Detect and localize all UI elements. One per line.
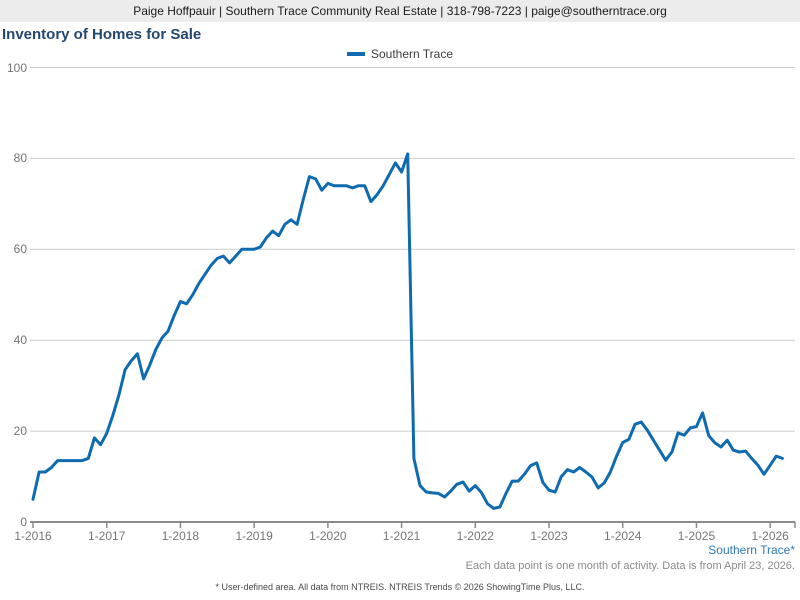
x-axis-tick-label: 1-2024 (604, 529, 642, 543)
x-axis-tick-label: 1-2026 (751, 529, 789, 543)
y-axis-tick-label: 60 (13, 242, 27, 257)
page-title: Inventory of Homes for Sale (2, 26, 202, 43)
y-axis-tick-label: 20 (13, 424, 27, 439)
broker-info-bar: Paige Hoffpauir | Southern Trace Communi… (0, 0, 800, 22)
x-axis-tick-label: 1-2022 (456, 529, 494, 543)
x-axis-tick-label: 1-2025 (677, 529, 716, 543)
inventory-line-chart (30, 67, 796, 528)
y-axis-tick-label: 100 (6, 60, 27, 75)
x-axis-tick-label: 1-2023 (530, 529, 568, 543)
x-axis-tick-label: 1-2017 (88, 529, 126, 543)
data-note: Each data point is one month of activity… (465, 560, 795, 572)
chart-legend: Southern Trace (0, 47, 800, 61)
x-axis-tick-label: 1-2021 (382, 529, 421, 543)
x-axis-tick-label: 1-2019 (235, 529, 273, 543)
legend-series-label: Southern Trace (370, 47, 454, 61)
y-axis-tick-label: 40 (13, 333, 27, 348)
x-axis-tick-label: 1-2018 (161, 529, 200, 543)
x-axis-tick-label: 1-2016 (14, 529, 52, 543)
y-axis-tick-label: 0 (20, 515, 27, 529)
x-axis-tick-label: 1-2020 (309, 529, 347, 543)
user-defined-area-label: Southern Trace* (708, 543, 795, 557)
y-axis-tick-label: 80 (13, 151, 27, 166)
legend-line-swatch (346, 52, 365, 56)
disclaimer-text: * User-defined area. All data from NTREI… (215, 582, 585, 592)
southern-trace-line (31, 152, 784, 510)
